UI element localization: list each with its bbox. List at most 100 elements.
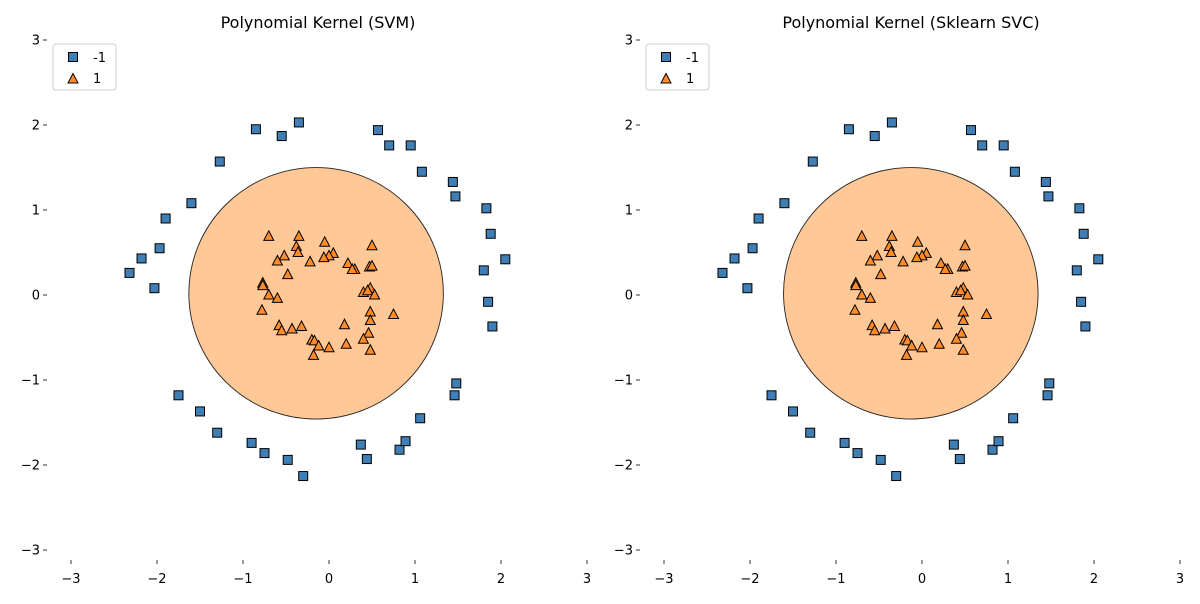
data-point-class-1 (950, 332, 963, 344)
data-point-class-neg1 (298, 471, 309, 482)
data-point-class-neg1 (195, 406, 205, 417)
y-tick-label: 2 (32, 119, 40, 134)
legend (645, 43, 710, 91)
data-point-class-1 (868, 324, 881, 336)
legend-label: 1 (93, 72, 101, 87)
data-point-class-neg1 (500, 254, 511, 265)
data-point-class-neg1 (1074, 203, 1085, 214)
data-point-class-1 (323, 341, 335, 353)
data-point-class-neg1 (160, 213, 171, 224)
data-point-class-neg1 (788, 406, 798, 417)
data-point-class-neg1 (259, 448, 270, 459)
data-point-class-neg1 (747, 243, 758, 254)
data-point-class-1 (364, 343, 377, 355)
data-point-class-neg1 (415, 413, 426, 424)
data-point-class-neg1 (993, 436, 1004, 447)
data-point-class-1 (864, 291, 877, 303)
data-point-class-1 (939, 262, 952, 274)
data-point-class-neg1 (1071, 265, 1082, 276)
data-point-class-1 (933, 337, 946, 349)
decision-region-class-1 (188, 167, 444, 420)
data-point-class-1 (959, 239, 971, 251)
data-point-class-1 (911, 235, 924, 247)
data-point-class-1 (262, 288, 275, 300)
data-point-class-neg1 (805, 427, 816, 438)
data-point-class-neg1 (154, 243, 165, 254)
decision-region-class-1 (783, 167, 1039, 420)
data-point-class-1 (905, 339, 918, 351)
data-point-class-1 (368, 288, 381, 300)
data-point-class-neg1 (276, 131, 287, 142)
y-tick-label: −2 (614, 459, 633, 474)
data-point-class-1 (278, 249, 291, 261)
data-point-class-neg1 (1008, 413, 1019, 424)
y-tick-label: −3 (21, 544, 40, 559)
y-tick-label: 0 (625, 289, 633, 304)
data-point-class-1 (275, 324, 288, 336)
data-point-class-neg1 (485, 228, 496, 239)
data-point-class-1 (871, 249, 884, 261)
data-point-class-neg1 (839, 437, 850, 448)
data-point-class-neg1 (384, 140, 395, 151)
x-tick-label: 0 (918, 572, 926, 587)
x-tick-label: 3 (1176, 572, 1184, 587)
data-point-class-1 (959, 259, 971, 271)
data-point-class-neg1 (481, 203, 492, 214)
data-point-class-1 (308, 334, 321, 346)
data-point-class-neg1 (293, 117, 304, 128)
data-point-class-1 (312, 339, 325, 351)
data-point-class-1 (897, 255, 909, 267)
data-point-class-neg1 (1044, 378, 1055, 389)
chart-title: Polynomial Kernel (SVM) (221, 13, 416, 32)
data-point-class-1 (886, 229, 898, 241)
data-point-class-1 (957, 313, 970, 325)
y-tick-label: 1 (625, 204, 633, 219)
data-point-class-1 (304, 255, 316, 267)
data-point-class-neg1 (173, 390, 184, 401)
data-point-class-neg1 (998, 140, 1009, 151)
data-point-class-1 (931, 318, 944, 330)
data-point-class-1 (980, 307, 993, 320)
data-point-class-1 (342, 256, 354, 269)
data-point-class-neg1 (449, 390, 460, 401)
legend-marker-square (68, 52, 78, 62)
data-point-class-neg1 (282, 454, 293, 465)
data-point-class-neg1 (361, 454, 372, 465)
data-point-class-neg1 (729, 253, 740, 264)
data-point-class-neg1 (246, 437, 257, 448)
data-point-class-1 (292, 245, 304, 257)
data-point-class-1 (874, 268, 887, 280)
data-point-class-neg1 (186, 198, 197, 209)
x-tick-label: −2 (147, 572, 166, 587)
data-point-class-neg1 (852, 448, 863, 459)
data-point-class-neg1 (977, 140, 988, 151)
data-point-class-1 (916, 341, 928, 353)
data-point-class-1 (855, 288, 868, 300)
data-point-class-1 (901, 334, 914, 346)
legend-label: -1 (93, 51, 106, 66)
data-point-class-neg1 (400, 436, 411, 447)
data-point-class-neg1 (1093, 254, 1104, 265)
data-point-class-1 (957, 343, 970, 355)
data-point-class-neg1 (869, 131, 880, 142)
data-point-class-neg1 (1078, 228, 1089, 239)
y-tick-label: 3 (32, 34, 40, 49)
data-point-class-neg1 (1040, 176, 1051, 187)
data-point-class-neg1 (416, 166, 427, 177)
data-point-class-neg1 (450, 191, 461, 202)
data-point-class-neg1 (250, 124, 261, 135)
data-point-class-1 (346, 262, 359, 274)
x-tick-label: 1 (1004, 572, 1012, 587)
data-point-class-neg1 (807, 156, 818, 167)
data-point-class-neg1 (149, 283, 160, 294)
data-point-class-neg1 (214, 156, 225, 167)
data-point-class-neg1 (1042, 390, 1053, 401)
data-point-class-1 (911, 251, 923, 263)
data-point-class-neg1 (1080, 321, 1091, 332)
x-tick-label: 0 (325, 572, 333, 587)
data-point-class-1 (849, 279, 862, 291)
right-chart-panel: Polynomial Kernel (Sklearn SVC) −3 −2 −1 0 1… (614, 13, 1184, 587)
data-point-class-1 (271, 291, 284, 303)
data-point-class-neg1 (966, 125, 977, 136)
